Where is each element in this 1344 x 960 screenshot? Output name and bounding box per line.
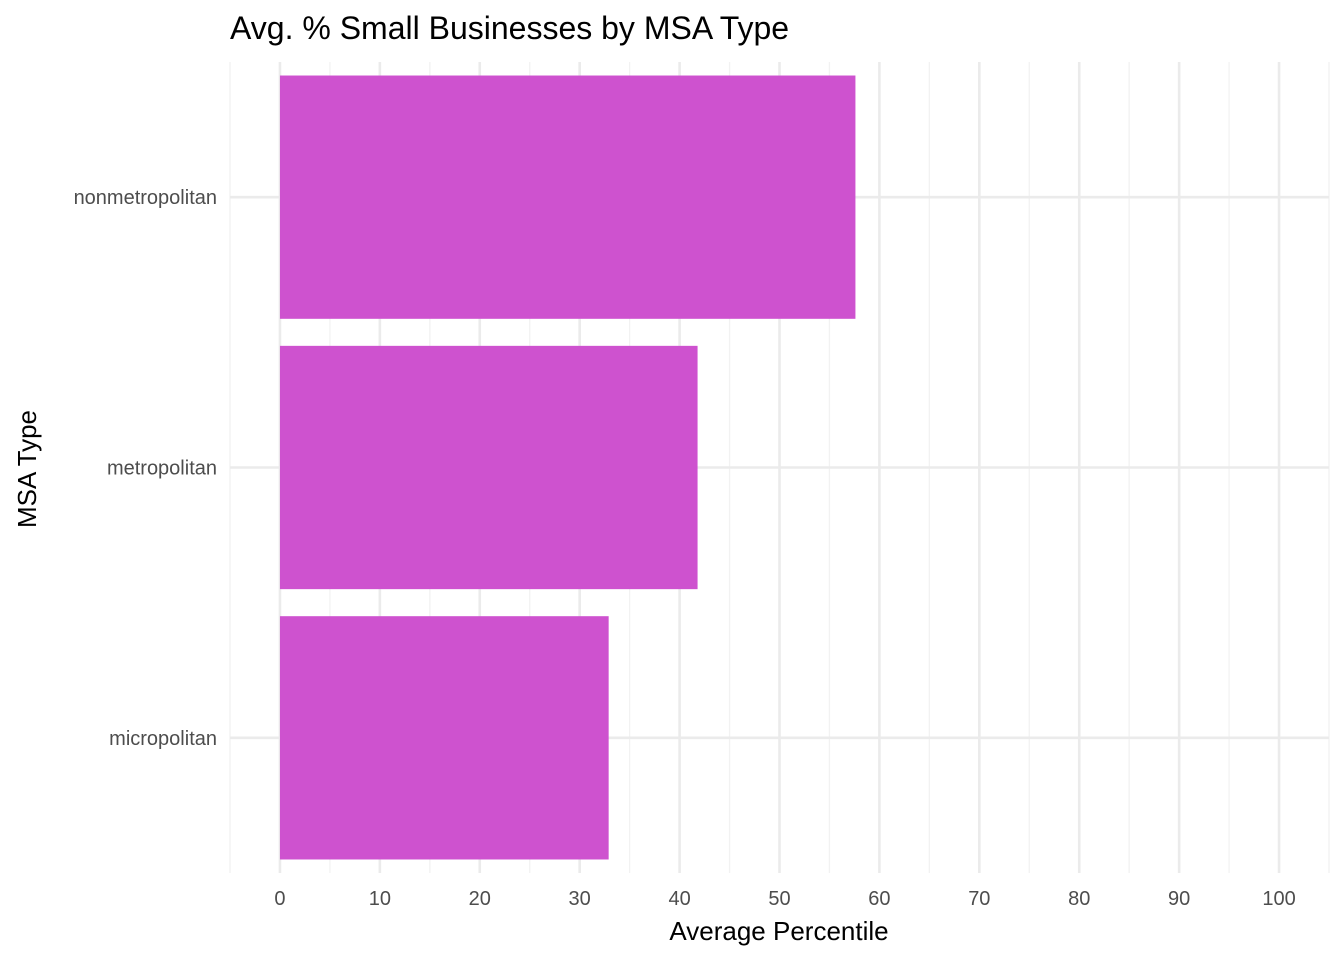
y-axis-tick-labels: nonmetropolitan metropolitan micropolitan (74, 187, 217, 750)
x-axis-tick-labels: 0 10 20 30 40 50 60 70 80 90 100 (274, 888, 1295, 910)
x-tick-label: 70 (968, 888, 990, 910)
bar-metropolitan (279, 345, 698, 590)
x-tick-label: 0 (274, 888, 285, 910)
x-tick-label: 80 (1068, 888, 1090, 910)
y-tick-label: micropolitan (109, 728, 217, 750)
x-tick-label: 60 (868, 888, 890, 910)
x-tick-label: 40 (668, 888, 690, 910)
x-tick-label: 30 (569, 888, 591, 910)
y-tick-label: nonmetropolitan (74, 187, 217, 209)
bars (279, 75, 856, 860)
x-tick-label: 50 (768, 888, 790, 910)
x-tick-label: 90 (1168, 888, 1190, 910)
x-axis-title: Average Percentile (669, 916, 888, 946)
bar-micropolitan (279, 616, 609, 860)
x-tick-label: 10 (369, 888, 391, 910)
chart-title: Avg. % Small Businesses by MSA Type (230, 10, 789, 46)
y-tick-label: metropolitan (107, 458, 217, 480)
x-tick-label: 20 (469, 888, 491, 910)
y-axis-title: MSA Type (12, 410, 42, 528)
bar-nonmetropolitan (279, 75, 856, 319)
x-tick-label: 100 (1262, 888, 1295, 910)
